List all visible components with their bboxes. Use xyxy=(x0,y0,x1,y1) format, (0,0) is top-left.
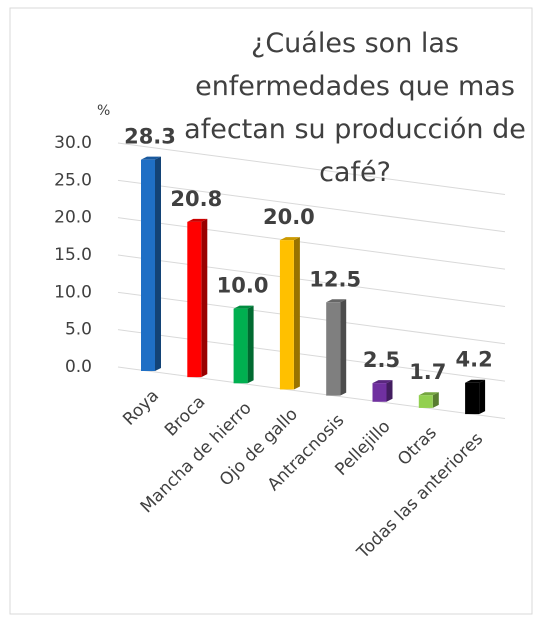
grid xyxy=(117,142,506,419)
grid-line xyxy=(117,291,506,345)
bar-side xyxy=(386,380,393,402)
bars: 28.3 20.8 10.0 20.0 12.5 2.5 1.7 4.2 xyxy=(124,125,493,415)
bar-side xyxy=(155,156,161,371)
bar-side xyxy=(432,392,439,408)
bar xyxy=(141,156,161,371)
y-tick-label: 30.0 xyxy=(54,133,92,153)
value-label: 20.0 xyxy=(263,205,315,229)
bar-side xyxy=(293,237,300,390)
bar-front xyxy=(187,221,202,378)
bar-top xyxy=(233,305,254,309)
value-label: 28.3 xyxy=(124,125,176,149)
value-label: 4.2 xyxy=(455,348,492,372)
bar xyxy=(279,237,300,390)
bar xyxy=(372,380,393,402)
value-label: 20.8 xyxy=(170,187,222,211)
bar xyxy=(418,392,439,408)
bar xyxy=(326,299,347,396)
bar-front xyxy=(279,240,294,390)
bar xyxy=(465,379,486,415)
value-label: 12.5 xyxy=(309,267,361,291)
y-tick-label: 0.0 xyxy=(65,357,92,377)
grid-line xyxy=(117,329,506,382)
value-label: 2.5 xyxy=(363,348,400,372)
bar-top xyxy=(372,380,393,384)
y-tick-label: 25.0 xyxy=(54,170,92,190)
grid-line xyxy=(117,366,506,419)
bar-top xyxy=(279,237,300,241)
bar-front xyxy=(326,302,341,396)
bar-front xyxy=(233,308,248,384)
bar-side xyxy=(340,299,347,396)
bar-top xyxy=(326,299,347,303)
y-tick-label: 15.0 xyxy=(54,245,92,265)
bar-top xyxy=(141,156,161,160)
value-label: 1.7 xyxy=(409,360,446,384)
y-tick-label: 20.0 xyxy=(54,208,92,228)
bar xyxy=(187,218,208,378)
title-box: ¿Cuáles son las enfermedades que mas afe… xyxy=(184,28,526,188)
grid-line xyxy=(117,142,506,195)
y-axis-label: % xyxy=(97,103,110,119)
grid-line xyxy=(117,217,506,270)
bar-top xyxy=(187,218,208,222)
bar-front xyxy=(418,395,433,408)
grid-line xyxy=(117,254,506,307)
bar-top xyxy=(418,392,439,396)
y-tick-label: 5.0 xyxy=(65,320,92,340)
bar-side xyxy=(479,379,486,415)
bar-front xyxy=(465,382,480,415)
bar xyxy=(233,305,254,384)
bar-top xyxy=(465,379,486,383)
chart-border xyxy=(9,7,533,615)
value-label: 10.0 xyxy=(217,274,269,298)
bar-side xyxy=(201,218,208,378)
bar-side xyxy=(247,305,254,384)
y-tick-label: 10.0 xyxy=(54,282,92,302)
grid-line xyxy=(117,179,506,233)
bar-front xyxy=(141,159,155,371)
bar-front xyxy=(372,383,387,402)
chart-title: ¿Cuáles son las enfermedades que mas afe… xyxy=(184,28,526,188)
